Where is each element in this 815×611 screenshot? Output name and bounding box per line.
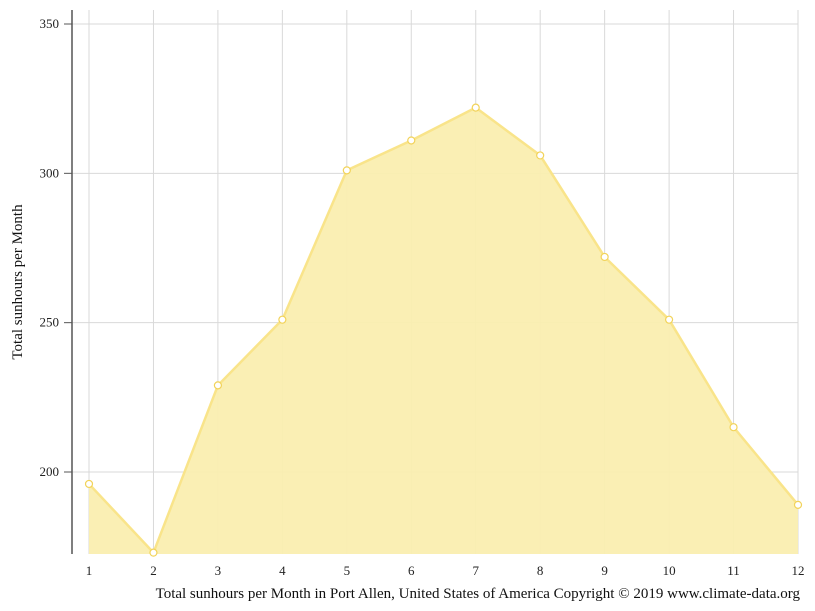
chart-caption: Total sunhours per Month in Port Allen, … <box>156 586 801 602</box>
x-tick-label: 11 <box>727 563 740 578</box>
data-point <box>149 548 158 557</box>
data-point <box>536 151 545 160</box>
x-tick-label: 6 <box>408 563 415 578</box>
x-tick-label: 8 <box>537 563 544 578</box>
data-point <box>213 381 223 390</box>
x-tick-label: 1 <box>86 563 93 578</box>
data-point <box>471 103 480 112</box>
data-point <box>600 252 609 262</box>
y-tick-labels: 200 250 300 350 <box>40 16 72 479</box>
data-point <box>278 315 287 324</box>
x-tick-label: 10 <box>663 563 676 578</box>
data-point <box>793 500 803 509</box>
y-axis-title: Total sunhours per Month <box>10 204 26 360</box>
x-tick-label: 5 <box>344 563 351 578</box>
x-tick-label: 2 <box>150 563 157 578</box>
data-point <box>664 315 674 324</box>
data-point <box>342 166 351 175</box>
x-tick-label: 3 <box>215 563 222 578</box>
series-line <box>88 106 799 555</box>
data-point <box>84 479 94 489</box>
x-tick-label: 4 <box>279 563 286 578</box>
x-tick-label: 7 <box>472 563 479 578</box>
series-area <box>89 107 798 555</box>
y-tick-label: 250 <box>40 315 60 330</box>
y-tick-label: 350 <box>40 16 60 31</box>
x-tick-label: 12 <box>792 563 805 578</box>
y-tick-label: 300 <box>40 165 60 180</box>
data-point <box>407 136 416 145</box>
data-point <box>729 423 738 432</box>
y-tick-label: 200 <box>40 464 60 479</box>
data-points <box>84 103 803 557</box>
x-tick-labels: 1 2 3 4 5 6 7 8 9 10 11 12 <box>86 563 805 578</box>
x-tick-label: 9 <box>601 563 608 578</box>
